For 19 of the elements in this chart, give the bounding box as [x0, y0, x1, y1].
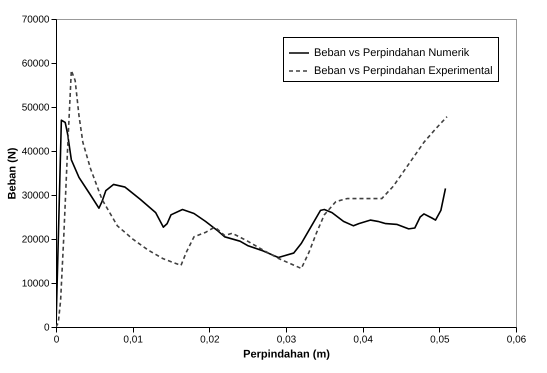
y-tick-label: 10000 — [22, 278, 50, 290]
legend-label: Beban vs Perpindahan Numerik — [314, 47, 470, 59]
x-tick-label: 0 — [54, 334, 60, 346]
x-axis-title: Perpindahan (m) — [243, 348, 330, 360]
y-axis-title: Beban (N) — [6, 147, 19, 200]
y-tick-label: 40000 — [22, 146, 50, 158]
x-tick-label: 0,06 — [506, 334, 527, 346]
y-tick-label: 60000 — [22, 58, 50, 70]
x-tick-label: 0,04 — [353, 334, 374, 346]
y-tick-label: 70000 — [22, 14, 50, 26]
y-tick-label: 50000 — [22, 102, 50, 114]
y-tick-label: 30000 — [22, 190, 50, 202]
x-tick-label: 0,02 — [200, 334, 220, 346]
x-tick-label: 0,05 — [430, 334, 450, 346]
y-tick-label: 0 — [44, 322, 50, 334]
legend-label: Beban vs Perpindahan Experimental — [314, 65, 493, 77]
x-tick-label: 0,03 — [276, 334, 297, 346]
x-tick-label: 0,01 — [123, 334, 144, 346]
y-tick-label: 20000 — [22, 234, 50, 246]
